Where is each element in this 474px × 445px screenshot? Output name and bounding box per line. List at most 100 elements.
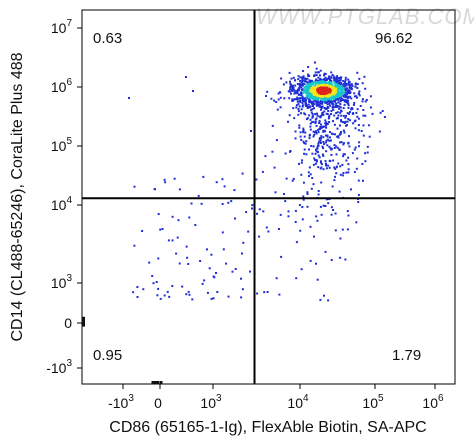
event-dot — [208, 267, 211, 270]
event-dot — [327, 77, 330, 80]
event-dot — [339, 132, 342, 135]
event-dot — [216, 291, 219, 293]
event-dot — [305, 98, 307, 101]
event-dot — [327, 110, 330, 112]
event-dot — [332, 108, 335, 111]
event-dot — [328, 121, 331, 123]
event-dot — [312, 83, 315, 86]
event-dot — [334, 212, 337, 215]
event-dot — [301, 206, 304, 208]
event-dot — [227, 295, 230, 298]
event-dot — [325, 107, 328, 110]
event-dot — [301, 102, 304, 105]
event-dot — [316, 147, 319, 150]
event-dot — [357, 124, 360, 126]
event-dot — [335, 104, 337, 107]
event-dot — [323, 74, 325, 77]
event-dot — [148, 261, 151, 264]
event-dot — [345, 84, 348, 87]
event-dot — [335, 102, 338, 105]
event-dot — [298, 124, 301, 127]
event-dot — [334, 167, 337, 170]
event-dot — [324, 119, 327, 122]
event-dot — [309, 128, 312, 131]
event-dot — [320, 166, 323, 169]
event-dot — [295, 91, 298, 94]
event-dot — [303, 83, 306, 86]
event-dot — [187, 290, 190, 293]
event-dot — [317, 154, 320, 157]
event-dot — [311, 152, 314, 155]
event-dot — [325, 139, 328, 142]
event-dot — [321, 113, 324, 116]
event-dot — [333, 147, 336, 149]
event-dot — [300, 268, 303, 271]
event-dot — [299, 84, 302, 87]
quadrant-upper-left-value: 0.63 — [93, 30, 122, 47]
event-dot — [346, 95, 349, 98]
event-dot — [347, 168, 350, 171]
event-dot — [168, 295, 171, 298]
event-dot — [279, 91, 282, 94]
event-dot — [178, 262, 181, 265]
event-dot — [321, 82, 323, 85]
event-dot — [320, 114, 323, 117]
event-dot — [361, 98, 364, 101]
event-dot — [339, 92, 341, 95]
event-dot — [334, 85, 337, 88]
event-dot — [173, 177, 176, 180]
event-dot — [326, 106, 329, 108]
event-dot — [300, 94, 303, 97]
event-dot — [346, 228, 349, 231]
event-dot — [317, 103, 319, 106]
event-dot — [358, 141, 361, 144]
event-dot — [357, 129, 360, 132]
edge-event — [82, 324, 85, 327]
event-dot — [335, 165, 338, 168]
event-dot — [312, 163, 315, 166]
event-dot — [317, 166, 320, 169]
event-dot — [324, 134, 327, 137]
event-dot — [221, 231, 224, 234]
event-dot — [309, 225, 312, 228]
event-dot — [323, 294, 325, 297]
event-dot — [302, 181, 305, 184]
event-dot — [242, 241, 245, 244]
event-dot — [307, 95, 310, 98]
event-dot — [206, 291, 209, 294]
event-dot — [157, 257, 160, 260]
event-dot — [345, 159, 348, 162]
event-dot — [336, 89, 339, 92]
event-dot — [292, 84, 294, 87]
edge-event — [155, 381, 158, 384]
event-dot — [333, 144, 336, 147]
event-dot — [335, 117, 338, 120]
event-dot — [255, 178, 258, 181]
event-dot — [326, 78, 328, 81]
y-axis-label: CD14 (CL488-65246), CoraLite Plus 488 — [9, 52, 26, 341]
event-dot — [338, 85, 341, 88]
event-dot — [344, 120, 347, 123]
event-dot — [332, 92, 335, 95]
event-dot — [313, 157, 316, 160]
event-dot — [351, 152, 354, 155]
event-dot — [303, 135, 306, 138]
event-dot — [318, 82, 321, 85]
event-dot — [262, 210, 265, 213]
event-dot — [339, 237, 342, 240]
event-dot — [287, 90, 290, 93]
event-dot — [306, 205, 309, 208]
event-dot — [315, 78, 318, 81]
event-dot — [309, 125, 312, 128]
event-dot — [300, 138, 303, 141]
event-dot — [347, 104, 350, 107]
event-dot — [328, 114, 331, 117]
event-dot — [318, 121, 321, 124]
event-dot — [358, 90, 361, 93]
event-dot — [240, 296, 243, 299]
event-dot — [335, 112, 338, 114]
event-dot — [136, 296, 139, 298]
event-dot — [245, 211, 248, 214]
event-dot — [163, 294, 166, 297]
event-dot — [314, 120, 317, 123]
